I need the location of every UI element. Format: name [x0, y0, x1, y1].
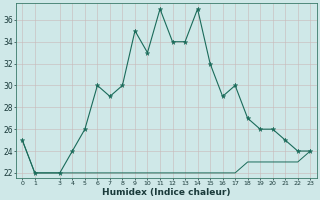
X-axis label: Humidex (Indice chaleur): Humidex (Indice chaleur)	[102, 188, 230, 197]
